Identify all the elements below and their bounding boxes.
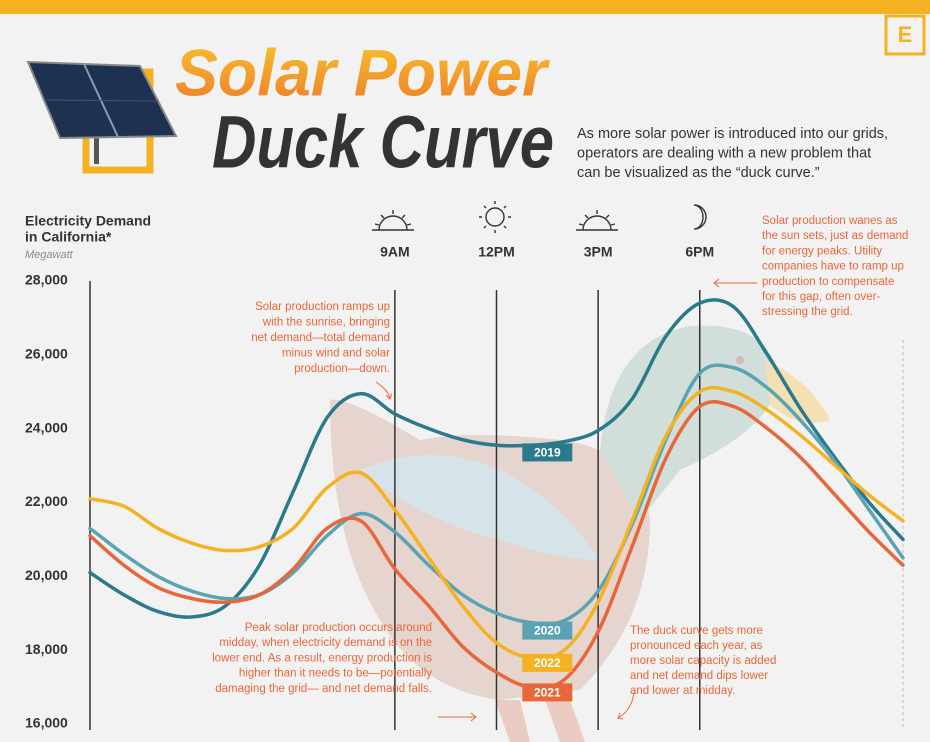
top-bar bbox=[0, 0, 930, 14]
annotation-line: more solar capacity is added bbox=[630, 655, 776, 667]
description-line: As more solar power is introduced into o… bbox=[577, 126, 888, 142]
annotation-arrows bbox=[375, 278, 757, 722]
annotation-line: Solar production wanes as bbox=[762, 215, 898, 227]
x-tick-label: 12PM bbox=[478, 244, 515, 260]
description-line: can be visualized as the “duck curve.” bbox=[577, 165, 820, 181]
series-line bbox=[88, 385, 905, 660]
annotation-line: with the sunrise, bringing bbox=[262, 317, 390, 329]
annotation-line: Solar production ramps up bbox=[255, 301, 390, 313]
solar-panel-icon bbox=[26, 60, 178, 174]
title-line1: Solar Power bbox=[175, 35, 550, 109]
annotation-line: damaging the grid— and net demand falls. bbox=[215, 683, 432, 695]
annotation-line: and lower at midday. bbox=[630, 685, 735, 697]
series-label: 2021 bbox=[534, 686, 561, 700]
annotation-line: for energy peaks. Utility bbox=[762, 245, 882, 257]
series-line bbox=[88, 298, 905, 619]
x-tick-label: 3PM bbox=[584, 244, 613, 260]
y-tick-label: 24,000 bbox=[25, 419, 68, 435]
time-icons bbox=[372, 201, 707, 233]
annotation-line: higher than it needs to be—potentially bbox=[239, 668, 432, 680]
logo: E bbox=[898, 22, 913, 47]
series-label: 2020 bbox=[534, 624, 561, 638]
series-label-box bbox=[522, 621, 573, 640]
annotation-line: production—down. bbox=[294, 363, 390, 375]
series-label-box bbox=[522, 683, 573, 702]
annotation-line: Peak solar production occurs around bbox=[245, 622, 432, 634]
y-unit: Megawatt bbox=[25, 249, 74, 261]
series-label-box bbox=[522, 443, 573, 462]
annotation-line: minus wind and solar bbox=[282, 348, 390, 360]
annotation-line: companies have to ramp up bbox=[762, 261, 904, 273]
description-line: operators are dealing with a new problem… bbox=[577, 145, 871, 161]
y-tick-label: 26,000 bbox=[25, 346, 68, 362]
y-label: Electricity Demand bbox=[25, 213, 151, 229]
series-label-box bbox=[522, 653, 573, 672]
annotation-line: production to compensate bbox=[762, 276, 894, 288]
series-line bbox=[88, 363, 905, 626]
series-label: 2022 bbox=[534, 656, 561, 670]
annotation-line: lower end. As a result, energy productio… bbox=[212, 652, 432, 664]
y-tick-label: 28,000 bbox=[25, 272, 68, 288]
annotation-line: and net demand dips lower bbox=[630, 670, 768, 682]
annotation-line: net demand—total demand bbox=[251, 332, 390, 344]
annotation-line: stressing the grid. bbox=[762, 306, 853, 318]
plot: 16,000 18,000 20,000 22,000 24,000 26,000 28,0… bbox=[25, 244, 905, 731]
title-line2: Duck Curve bbox=[212, 101, 554, 184]
y-tick-label: 16,000 bbox=[25, 715, 68, 731]
annotation-line: the sun sets, just as demand bbox=[762, 230, 908, 242]
annotation-line: for this gap, often over- bbox=[762, 291, 880, 303]
annotations: Solar production ramps up with the sunris… bbox=[212, 215, 908, 697]
y-label: in California* bbox=[25, 229, 112, 245]
y-tick-label: 18,000 bbox=[25, 641, 68, 657]
x-tick-label: 6PM bbox=[685, 244, 714, 260]
logo-box bbox=[884, 14, 926, 56]
annotation-line: The duck curve gets more bbox=[630, 625, 763, 637]
y-tick-label: 20,000 bbox=[25, 567, 68, 583]
y-tick-label: 22,000 bbox=[25, 493, 68, 509]
series-label: 2019 bbox=[534, 446, 561, 460]
x-tick-label: 9AM bbox=[380, 244, 410, 260]
series-line bbox=[88, 400, 905, 690]
description: As more solar power is introduced into o… bbox=[577, 126, 888, 181]
annotation-line: midday, when electricity demand is on th… bbox=[219, 637, 432, 649]
annotation-line: pronounced each year, as bbox=[630, 640, 763, 652]
